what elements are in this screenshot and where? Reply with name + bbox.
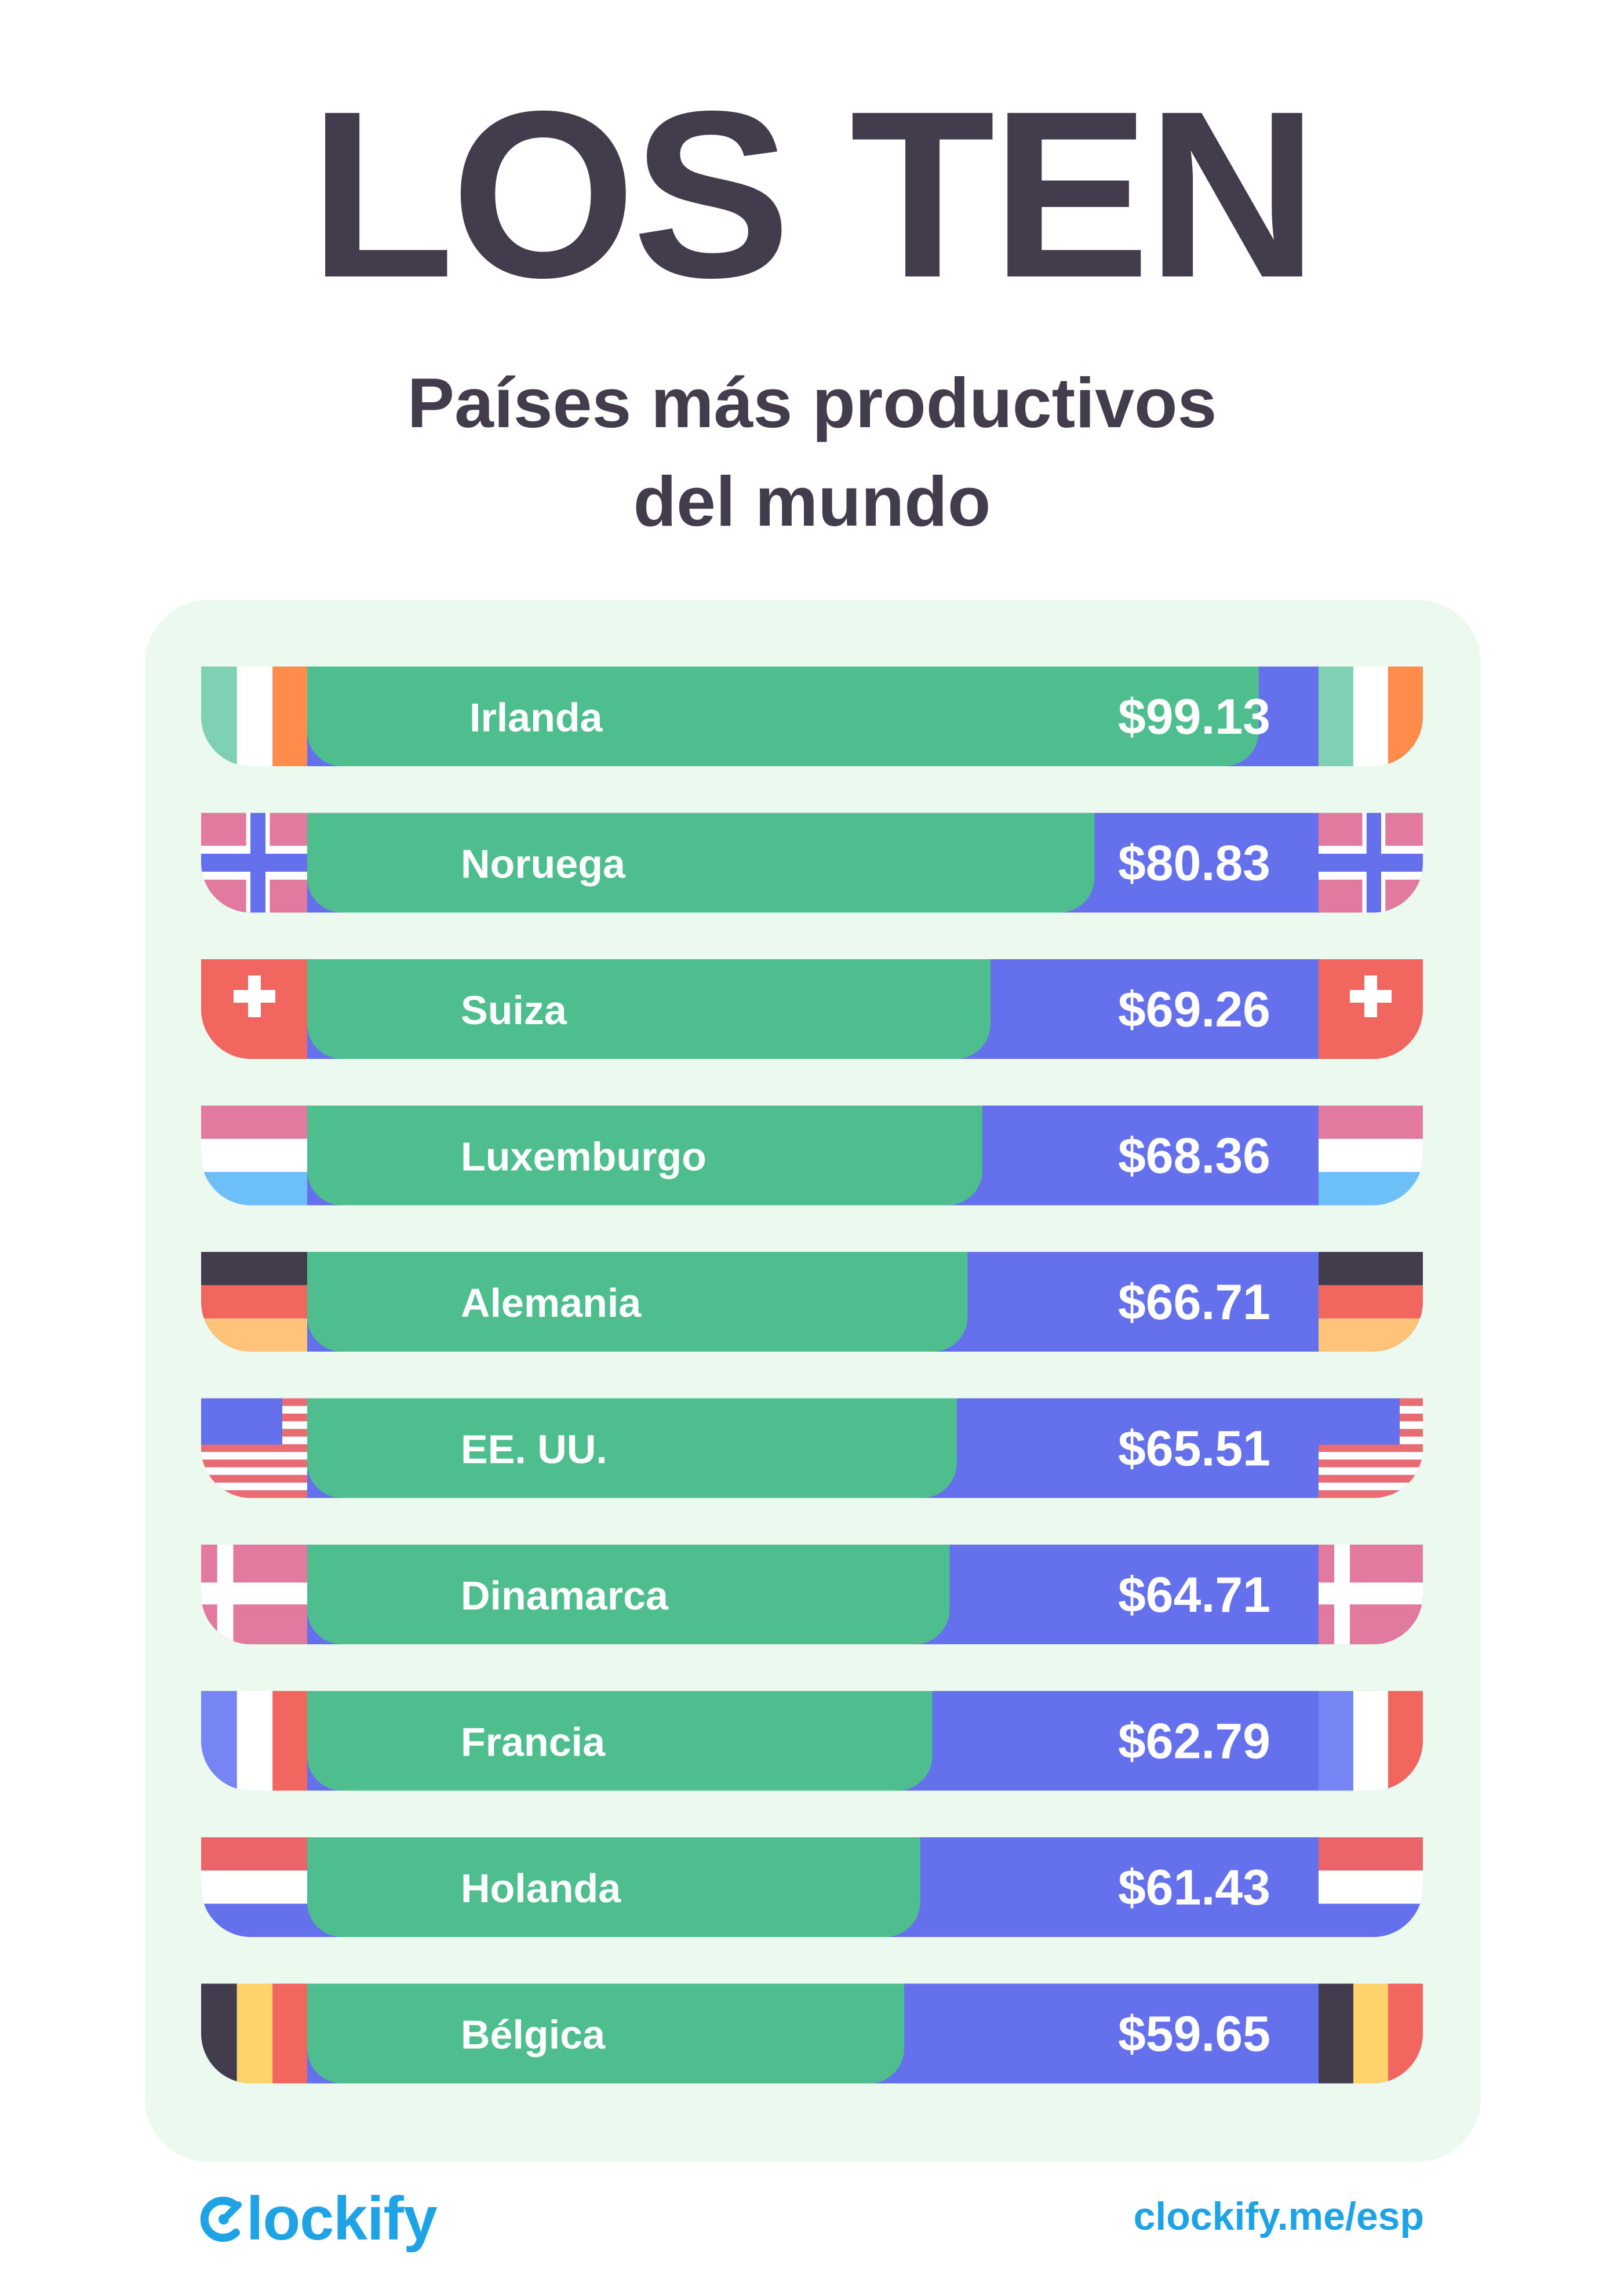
bar-row-usa: EE. UU. $65.51 — [201, 1398, 1423, 1498]
flag-right-netherlands — [1319, 1837, 1423, 1937]
value-bar-green — [307, 813, 1095, 913]
bar-row-luxembourg: Luxemburgo $68.36 — [201, 1105, 1423, 1206]
swiss-cross-icon — [1350, 975, 1392, 1017]
page-subtitle: Países más productivos del mundo — [0, 354, 1624, 551]
flag-right-denmark — [1319, 1545, 1423, 1644]
value-label: $69.26 — [1118, 982, 1270, 1037]
value-bar-green — [307, 1691, 933, 1791]
country-label: Francia — [461, 1720, 606, 1765]
flag-right-norway — [1319, 813, 1423, 913]
flag-right-ireland — [1319, 667, 1423, 766]
country-label: Dinamarca — [461, 1573, 669, 1618]
page-title: LOS TEN — [309, 61, 1319, 327]
value-bar-green — [307, 1983, 904, 2084]
bar-row-denmark: Dinamarca $64.71 — [201, 1545, 1423, 1644]
value-bar-green — [307, 1398, 957, 1498]
brand-wordmark: lockify — [246, 2184, 438, 2253]
bar-row-switzerland: Suiza $69.26 — [201, 959, 1423, 1059]
flag-right-france — [1319, 1691, 1423, 1791]
bar-row-france: Francia $62.79 — [201, 1691, 1423, 1791]
country-label: Alemania — [461, 1280, 642, 1326]
clockify-logo: lockify — [200, 2188, 438, 2249]
flag-left-denmark — [201, 1545, 308, 1644]
bar-row-ireland: Irlanda $99.13 — [201, 667, 1423, 766]
usa-canton — [201, 1398, 282, 1445]
flag-left-france — [201, 1691, 308, 1791]
value-label: $65.51 — [1118, 1421, 1270, 1477]
usa-canton — [1319, 1398, 1400, 1445]
country-label: Irlanda — [469, 695, 603, 740]
value-bar-green — [307, 1545, 950, 1644]
country-label: Noruega — [461, 842, 626, 887]
value-label: $64.71 — [1118, 1567, 1270, 1623]
flag-left-luxembourg — [201, 1105, 308, 1206]
value-bar-green — [307, 1837, 920, 1937]
value-label: $66.71 — [1118, 1275, 1270, 1330]
country-label: Bélgica — [461, 2012, 606, 2058]
clockify-c-icon — [200, 2197, 242, 2242]
subtitle-line-2: del mundo — [633, 462, 991, 541]
footer-url[interactable]: clockify.me/esp — [1133, 2194, 1424, 2238]
flag-right-belgium — [1319, 1983, 1423, 2084]
bar-row-norway: Noruega $80.83 — [201, 813, 1423, 913]
value-bar-green — [307, 1105, 983, 1206]
value-label: $59.65 — [1118, 2007, 1270, 2062]
swiss-cross-icon — [234, 975, 275, 1017]
flag-left-netherlands — [201, 1837, 308, 1937]
flag-left-ireland — [201, 667, 308, 766]
value-label: $80.83 — [1118, 836, 1270, 891]
country-label: Suiza — [461, 988, 567, 1033]
flag-right-germany — [1319, 1252, 1423, 1352]
country-label: Holanda — [461, 1866, 621, 1911]
value-bar-green — [307, 959, 991, 1059]
country-label: Luxemburgo — [461, 1134, 707, 1179]
value-label: $62.79 — [1118, 1714, 1270, 1769]
flag-left-germany — [201, 1252, 308, 1352]
country-label: EE. UU. — [461, 1427, 607, 1472]
bar-row-belgium: Bélgica $59.65 — [201, 1983, 1423, 2084]
bar-row-germany: Alemania $66.71 — [201, 1252, 1423, 1352]
flag-left-belgium — [201, 1983, 308, 2084]
value-bar-green — [307, 1252, 968, 1352]
value-label: $61.43 — [1118, 1860, 1270, 1916]
flag-left-norway — [201, 813, 308, 913]
value-label: $68.36 — [1118, 1128, 1270, 1184]
value-label: $99.13 — [1118, 689, 1270, 745]
flag-right-luxembourg — [1319, 1105, 1423, 1206]
subtitle-line-1: Países más productivos — [407, 363, 1217, 442]
bar-row-netherlands: Holanda $61.43 — [201, 1837, 1423, 1937]
value-bar-green — [307, 667, 1259, 766]
